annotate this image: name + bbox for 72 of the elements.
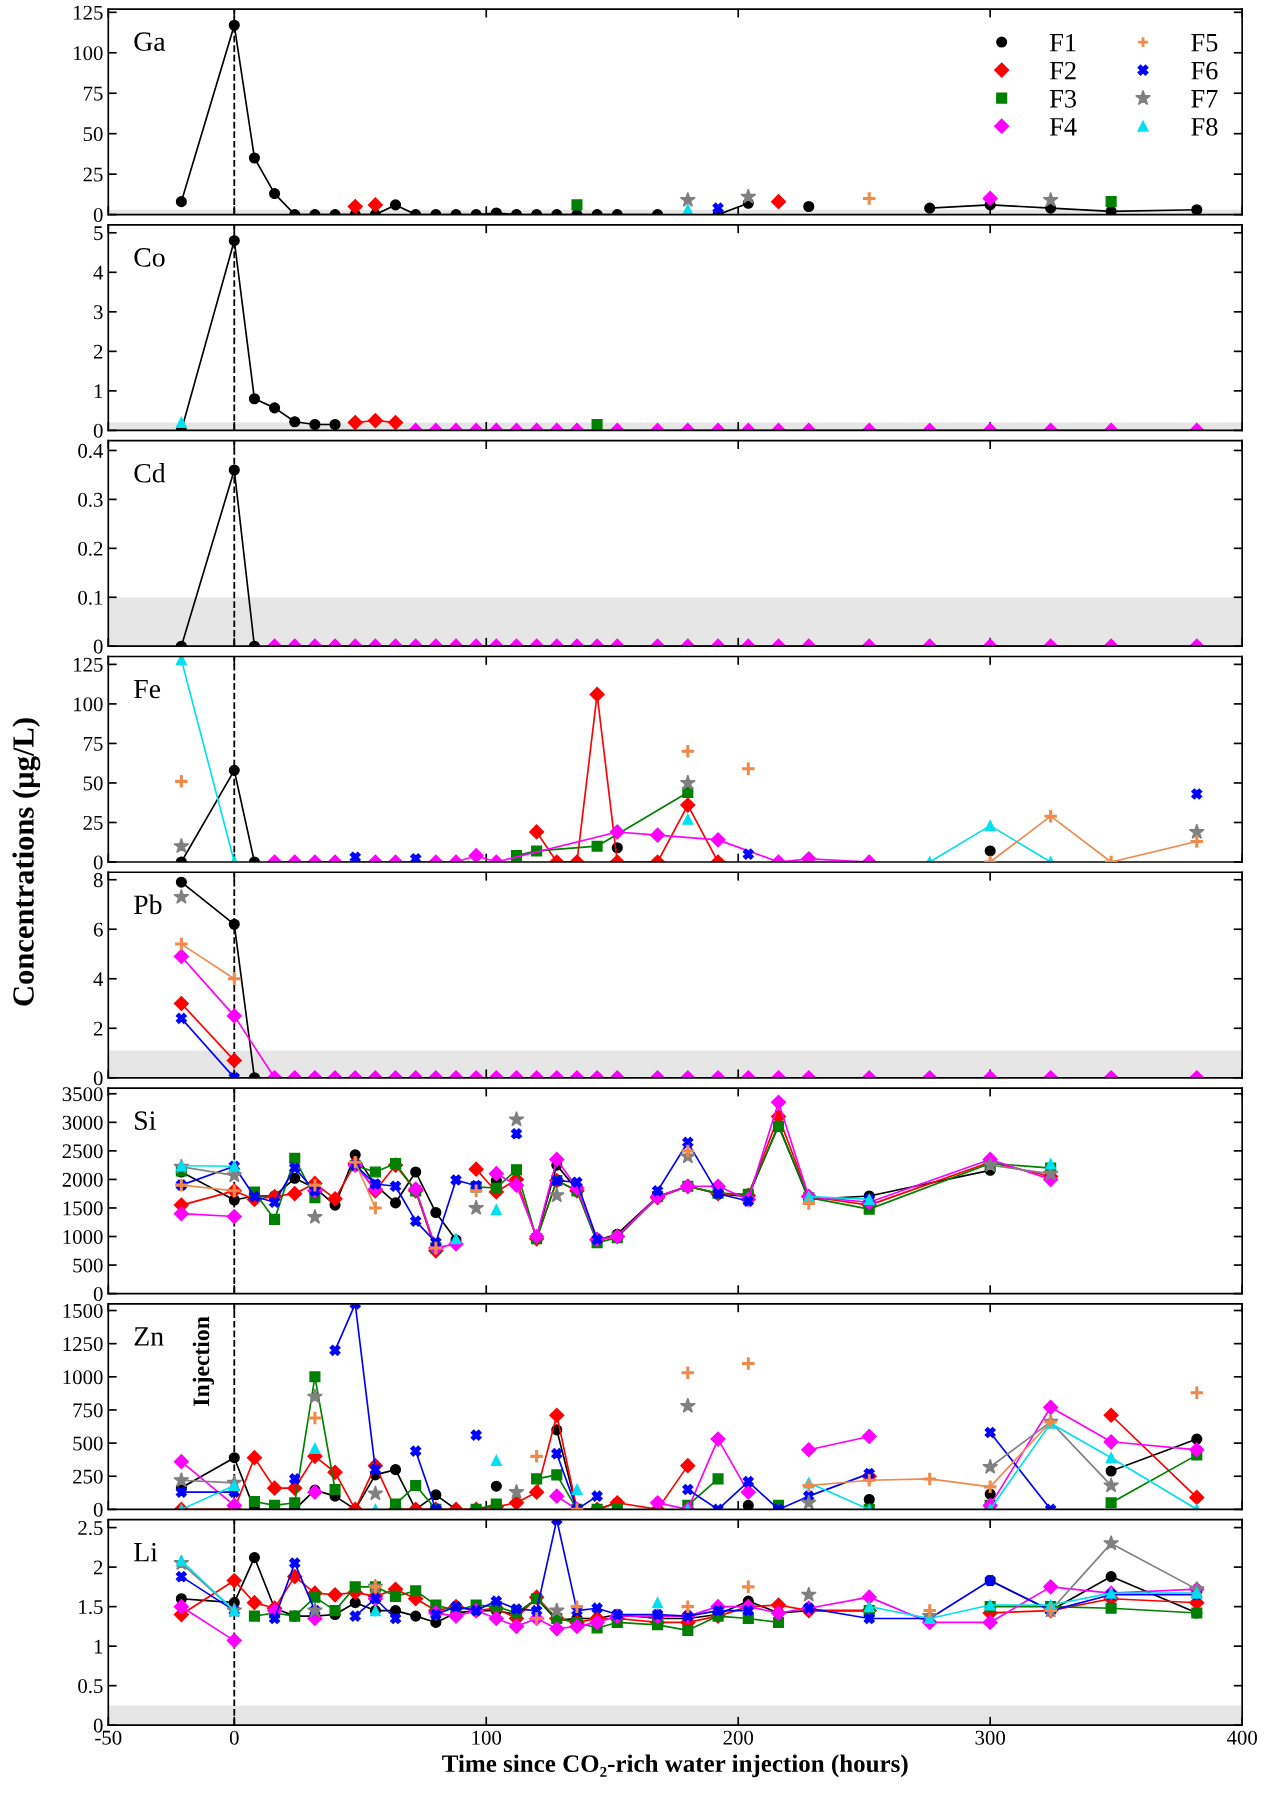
y-tick-label: 2 [93,1560,103,1575]
y-tick-label: 1500 [63,1303,103,1318]
legend-label: F5 [1191,34,1218,52]
y-tick-label: 2000 [62,1172,103,1187]
y-tick-label: 100 [74,697,103,712]
y-tick-label: 0.2 [78,541,103,556]
y-tick-label: 50 [83,776,103,791]
y-tick-label: 1.5 [79,1600,103,1615]
y-tick-label: 2 [93,344,103,359]
legend-label: F1 [1049,33,1076,52]
text: Co [134,248,165,267]
x-tick-label: 200 [723,1730,754,1745]
y-tick-label: 0 [93,423,103,438]
y-tick-label: 3500 [62,1087,103,1102]
x-tick-label: 100 [472,1730,502,1745]
x-tick-label: 0 [229,1730,239,1745]
text: Zn [134,1327,164,1346]
y-tick-label: 0.4 [78,443,104,458]
text: Fe [134,679,161,699]
y-tick-label: 250 [73,1469,103,1484]
y-tick-label: 1 [94,384,103,399]
y-tick-label: 1000 [63,1370,103,1385]
y-tick-label: 1250 [63,1337,103,1352]
text: Li [134,1542,158,1562]
y-tick-label: 750 [73,1403,103,1418]
x-tick-label: 400 [1226,1730,1257,1745]
text: Cd [134,463,166,483]
y-axis-title: Concentrations (µg/L) [12,718,41,1006]
y-tick-label: 125 [74,5,103,20]
x-tick-label: 300 [975,1730,1006,1745]
y-tick-label: 75 [83,86,103,101]
text: Si [135,1111,156,1130]
y-tick-label: 1000 [63,1229,103,1244]
y-tick-label: 0 [93,639,103,654]
y-tick-label: 0 [93,1071,103,1086]
y-tick-label: 8 [93,873,103,888]
y-tick-label: 5 [94,226,103,241]
y-tick-label: 1500 [63,1201,103,1216]
y-tick-label: 3000 [62,1115,103,1130]
y-tick-label: 100 [74,46,103,61]
legend-label: F2 [1049,61,1076,80]
y-tick-label: 50 [83,127,103,142]
y-tick-label: 4 [93,265,104,280]
y-tick-label: 0.1 [78,590,103,605]
y-tick-label: 4 [93,972,104,986]
legend-label: F8 [1191,117,1218,136]
x-axis-title: Time since CO₂-rich water injection (hours) [442,1754,908,1778]
y-tick-label: 75 [83,737,103,751]
legend-label: F3 [1049,89,1077,108]
y-tick-label: 125 [74,657,103,672]
y-tick-label: 0 [93,207,103,223]
ref-line-label: Injection [192,1316,215,1406]
y-tick-label: 2500 [62,1144,103,1159]
y-tick-label: 500 [73,1436,103,1451]
legend-label: F4 [1049,118,1077,136]
y-tick-label: 6 [93,922,103,937]
y-tick-label: 2.5 [78,1521,103,1536]
y-tick-label: 0.3 [78,492,103,507]
y-tick-label: 0 [93,855,103,870]
y-tick-label: 0.5 [78,1679,103,1694]
text: Ga [134,32,166,51]
legend-label: F6 [1191,61,1218,80]
y-tick-label: 2 [93,1021,103,1036]
y-tick-label: 0 [93,1502,103,1517]
text: Pb [134,894,162,915]
y-tick-label: 0 [93,1286,103,1302]
legend-label: F7 [1191,90,1218,108]
y-tick-label: 25 [83,167,103,182]
y-tick-label: 500 [73,1258,103,1273]
y-tick-label: 1 [94,1639,103,1654]
y-tick-label: 25 [83,815,103,830]
y-tick-label: 3 [94,305,103,320]
